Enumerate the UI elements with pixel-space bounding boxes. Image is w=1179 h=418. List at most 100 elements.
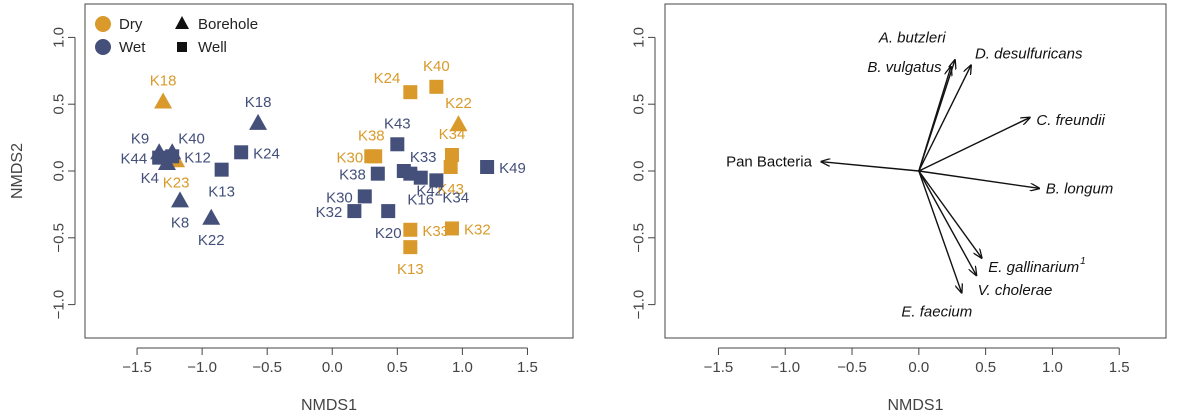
data-point-dry-square	[444, 147, 459, 162]
data-point-wet-square	[370, 166, 385, 181]
data-point-label: K49	[499, 160, 526, 177]
vector-label-superscript: 1	[1080, 256, 1086, 267]
vector-arrow	[918, 67, 951, 172]
vector-label: C. freundii	[1036, 112, 1105, 129]
data-point-label: K33	[410, 149, 437, 166]
data-point-dry-square	[403, 240, 418, 255]
data-point-label: K9	[131, 130, 149, 147]
ordination-plot-panel: −1.5 −1.0 −0.5 0.0 0.5 1.0 1.5 −1.0 −0.5 0.0 0.5 1.…	[9, 3, 574, 414]
x-tick-label: 1.5	[1109, 359, 1130, 376]
x-tick-label: 0.0	[322, 359, 343, 376]
x-tick-label: −1.5	[704, 359, 734, 376]
data-point-label: K24	[253, 145, 280, 162]
data-point-dry-triangle	[154, 92, 173, 109]
data-point-label: K34	[439, 126, 466, 143]
data-point-wet-square	[347, 204, 362, 219]
vector-label: V. cholerae	[978, 282, 1053, 299]
data-point-label: K44	[120, 151, 147, 168]
data-point-label: K40	[178, 130, 205, 147]
data-point-label: K22	[445, 95, 472, 112]
vector-label: E. gallinarium	[988, 259, 1079, 276]
y-tick-label: 1.0	[631, 27, 648, 48]
vector-arrow	[918, 170, 976, 275]
data-point-dry-square	[368, 149, 383, 164]
data-point-label: K34	[442, 189, 469, 206]
vector-label: B. vulgatus	[867, 59, 942, 76]
data-point-label: K22	[198, 232, 225, 249]
data-point-wet-triangle	[202, 208, 221, 225]
legend-marker-wet	[95, 39, 111, 55]
data-point-wet-square	[357, 189, 372, 204]
data-point-label: K20	[375, 225, 402, 242]
y-tick-label: 0.0	[631, 161, 648, 182]
y-tick-label: −1.0	[51, 290, 68, 320]
data-point-wet-square	[429, 173, 444, 188]
data-point-label: K16	[407, 192, 434, 209]
vector-arrow	[918, 170, 962, 293]
data-point-label: K12	[184, 149, 211, 166]
data-point-label: K13	[208, 184, 235, 201]
data-point-dry-square	[444, 221, 459, 236]
data-point-label: K18	[245, 94, 272, 111]
data-point-dry-square	[403, 85, 418, 100]
data-point-label: K24	[374, 70, 401, 87]
data-point-wet-triangle	[249, 113, 268, 130]
x-tick-label: −1.0	[770, 359, 800, 376]
data-point-label: K38	[358, 127, 385, 144]
data-point-wet-square	[390, 137, 405, 152]
x-tick-label: −1.5	[122, 359, 152, 376]
x-tick-label: 0.5	[975, 359, 996, 376]
vector-label: B. longum	[1046, 180, 1114, 197]
data-point-wet-square	[152, 150, 167, 165]
x-tick-label: −1.0	[187, 359, 217, 376]
data-point-wet-square	[381, 204, 396, 219]
species-vector-panel: −1.5 −1.0 −0.5 0.0 0.5 1.0 1.5 −1.0 −0.5 0.0 0.5 1.…	[631, 3, 1167, 414]
data-point-label: K32	[464, 221, 491, 238]
vector-arrow	[918, 65, 971, 172]
data-point-wet-triangle	[170, 191, 189, 208]
x-tick-label: 1.0	[1042, 359, 1063, 376]
data-point-wet-square	[413, 170, 428, 185]
x-tick-label: 0.5	[387, 359, 408, 376]
legend-label-triangle: Borehole	[198, 16, 258, 33]
data-point-dry-square	[403, 222, 418, 237]
data-point-label: K32	[316, 204, 343, 221]
x-axis-title: NMDS1	[887, 397, 943, 414]
legend-label-wet: Wet	[119, 39, 146, 56]
x-axis-title: NMDS1	[301, 397, 357, 414]
vector-arrow	[918, 170, 982, 258]
vector-arrow	[918, 170, 1039, 188]
x-tick-label: 0.0	[908, 359, 929, 376]
data-point-wet-square	[234, 145, 249, 160]
y-axis-title: NMDS2	[9, 143, 26, 199]
legend-label-dry: Dry	[119, 16, 143, 33]
vector-label: D. desulfuricans	[975, 45, 1083, 62]
data-point-label: K38	[339, 167, 366, 184]
x-tick-label: −0.5	[837, 359, 867, 376]
legend-marker-triangle	[175, 16, 189, 29]
data-point-wet-triangle	[157, 153, 176, 170]
data-point-label: K30	[336, 149, 363, 166]
plot-frame	[664, 3, 1167, 339]
data-point-dry-square	[443, 159, 458, 174]
data-point-label: K13	[397, 261, 424, 278]
vector-label: Pan Bacteria	[726, 154, 813, 171]
x-tick-label: 1.0	[452, 359, 473, 376]
data-point-label: K30	[326, 189, 353, 206]
y-tick-label: −0.5	[631, 223, 648, 253]
data-point-label: K43	[384, 115, 411, 132]
x-tick-label: 1.5	[517, 359, 538, 376]
plot-frame	[84, 3, 574, 339]
vector-arrow	[918, 118, 1030, 172]
vector-label: E. faecium	[901, 303, 972, 320]
y-tick-label: 0.0	[51, 161, 68, 182]
vector-arrow	[821, 162, 919, 172]
data-point-wet-square	[214, 162, 229, 177]
x-tick-label: −0.5	[252, 359, 282, 376]
data-point-label: K8	[171, 214, 189, 231]
y-tick-label: −0.5	[51, 223, 68, 253]
y-tick-label: 0.5	[51, 94, 68, 115]
data-point-label: K40	[423, 58, 450, 75]
legend-label-square: Well	[198, 39, 227, 56]
